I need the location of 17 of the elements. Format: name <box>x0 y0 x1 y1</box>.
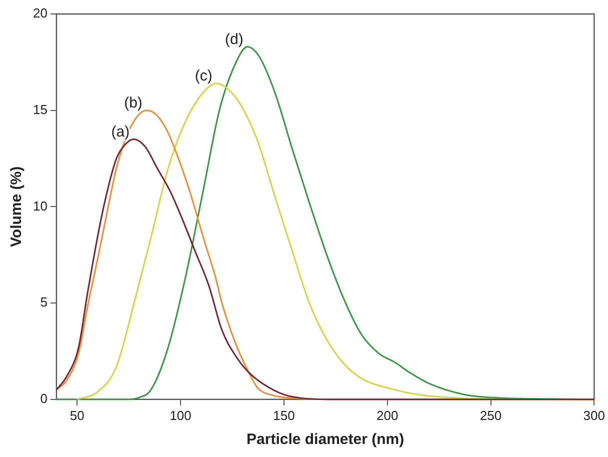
x-tick-label: 50 <box>70 408 84 423</box>
y-tick-label: 15 <box>32 102 48 117</box>
y-tick-label: 0 <box>40 390 48 406</box>
x-tick-label: 300 <box>583 408 606 423</box>
series-label: (a) <box>111 123 130 140</box>
x-tick-label: 150 <box>273 408 295 423</box>
series-label: (b) <box>124 94 142 112</box>
series-label: (c) <box>194 67 212 84</box>
series-label: (d) <box>225 30 244 48</box>
y-tick-label: 20 <box>32 6 48 21</box>
x-tick-label: 250 <box>480 408 502 423</box>
y-axis-title: Volume (%) <box>8 166 26 247</box>
y-tick-label: 5 <box>40 294 48 310</box>
x-tick-label: 100 <box>170 408 192 423</box>
y-tick-label: 10 <box>32 198 48 214</box>
x-tick-label: 200 <box>376 408 398 423</box>
x-axis-title: Particle diameter (nm) <box>246 431 404 448</box>
